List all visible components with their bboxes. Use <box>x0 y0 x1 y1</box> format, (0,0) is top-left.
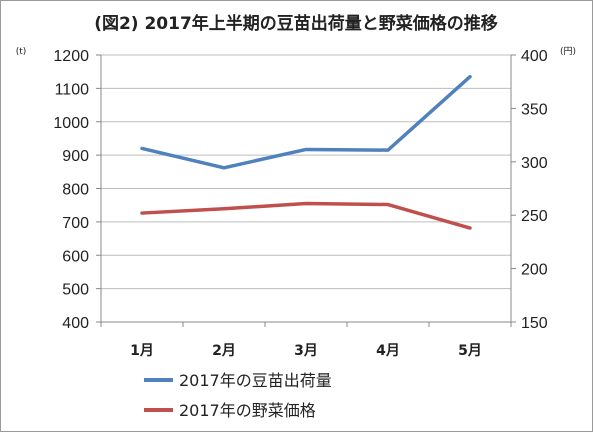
left-tick-label: 700 <box>62 215 89 232</box>
left-tick-label: 1200 <box>53 48 89 65</box>
left-tick-label: 500 <box>62 282 89 299</box>
left-axis-ticks: 400 500 600 700 800 900 1000 1100 1200 <box>53 48 89 332</box>
category-labels: 1月 2月 3月 4月 5月 <box>130 343 482 359</box>
right-tick-label: 350 <box>521 101 548 118</box>
right-axis-unit: (円) <box>560 46 576 57</box>
left-axis-unit: (t) <box>16 47 27 57</box>
axes <box>96 54 516 327</box>
left-tick-label: 400 <box>62 315 89 332</box>
right-tick-label: 250 <box>521 208 548 225</box>
right-tick-label: 300 <box>521 155 548 172</box>
left-tick-label: 1100 <box>55 81 90 98</box>
legend-label-2: 2017年の野菜価格 <box>179 401 316 420</box>
right-tick-label: 150 <box>521 315 548 332</box>
category-label: 4月 <box>376 343 400 359</box>
left-tick-label: 800 <box>62 182 89 199</box>
series-lines <box>140 74 472 230</box>
chart-title: (図2) 2017年上半期の豆苗出荷量と野菜価格の推移 <box>94 13 498 34</box>
left-tick-label: 600 <box>62 248 89 265</box>
left-tick-label: 900 <box>62 148 89 165</box>
right-tick-label: 200 <box>521 262 548 279</box>
left-tick-label: 1000 <box>53 115 89 132</box>
category-label: 2月 <box>212 343 236 359</box>
category-label: 3月 <box>294 343 318 359</box>
grid-lines <box>101 54 511 290</box>
legend: 2017年の豆苗出荷量 2017年の野菜価格 <box>144 371 332 420</box>
right-axis-ticks: 150 200 250 300 350 400 <box>521 48 548 332</box>
series-line-2 <box>140 201 472 230</box>
legend-label-1: 2017年の豆苗出荷量 <box>179 371 332 390</box>
category-label: 5月 <box>458 343 482 359</box>
right-tick-label: 400 <box>521 48 548 65</box>
series-line-1 <box>140 74 472 170</box>
category-label: 1月 <box>130 343 154 359</box>
